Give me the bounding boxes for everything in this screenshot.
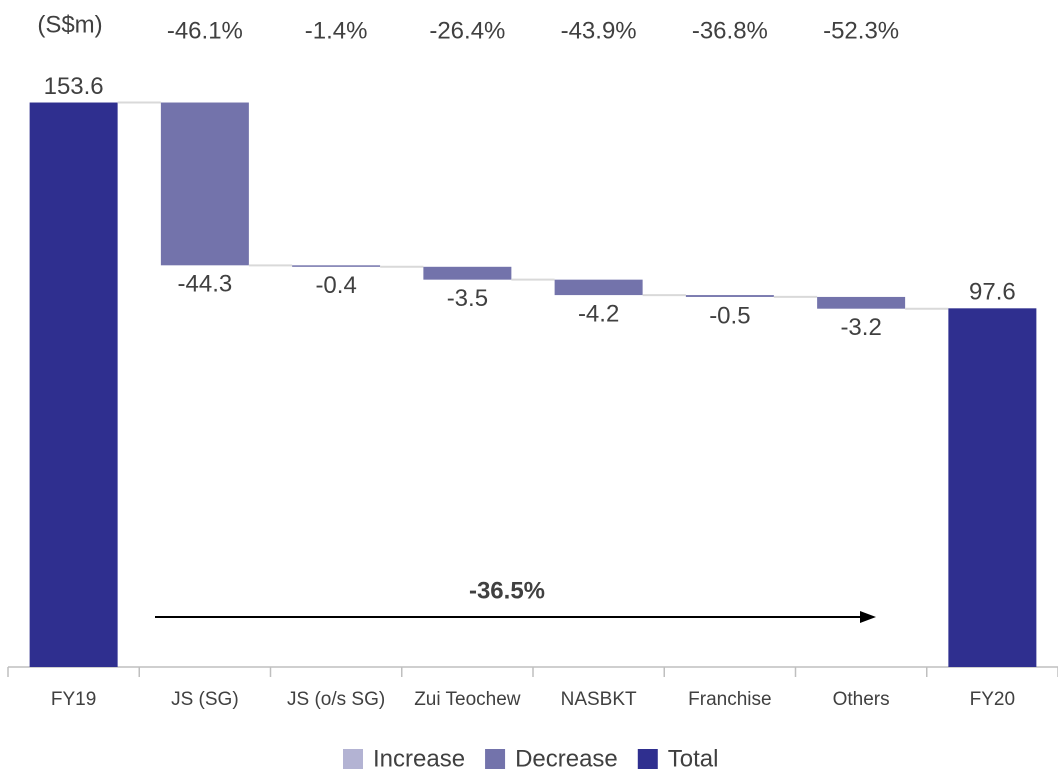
change-label: -43.9%	[561, 17, 637, 44]
legend-label: Increase	[373, 745, 465, 769]
legend-label: Decrease	[515, 745, 618, 769]
bar	[423, 266, 512, 280]
value-label: -3.2	[840, 314, 881, 341]
x-tick-label: FY19	[51, 689, 96, 710]
value-label: -4.2	[578, 300, 619, 327]
change-label: -26.4%	[429, 17, 505, 44]
bar	[160, 102, 249, 266]
legend-swatch	[343, 749, 363, 769]
value-label: -44.3	[178, 271, 233, 298]
change-label: -46.1%	[167, 17, 243, 44]
y-axis-label: (S$m)	[37, 11, 102, 38]
x-tick-label: JS (SG)	[171, 689, 239, 710]
x-tick-label: Others	[833, 689, 890, 710]
x-tick-label: NASBKT	[561, 689, 637, 710]
legend-swatch	[485, 749, 506, 769]
bar	[554, 279, 643, 296]
value-label: 97.6	[969, 279, 1016, 306]
change-label: -36.8%	[692, 17, 768, 44]
bar	[29, 102, 118, 667]
bar	[817, 296, 906, 309]
bar	[685, 295, 774, 297]
arrow-head	[860, 611, 876, 623]
legend-label: Total	[668, 745, 719, 769]
change-label: -1.4%	[305, 17, 368, 44]
overall-change: -36.5%	[469, 577, 545, 604]
value-label: -0.4	[315, 272, 356, 299]
value-label: -3.5	[447, 285, 488, 312]
x-tick-label: FY20	[970, 689, 1015, 710]
bar	[292, 265, 381, 267]
legend-swatch	[637, 749, 658, 769]
x-tick-label: Franchise	[688, 689, 771, 710]
x-tick-label: JS (o/s SG)	[287, 689, 385, 710]
value-label: 153.6	[44, 73, 104, 100]
change-label: -52.3%	[823, 17, 899, 44]
x-tick-label: Zui Teochew	[414, 689, 521, 710]
bar	[948, 308, 1037, 667]
value-label: -0.5	[709, 302, 750, 329]
